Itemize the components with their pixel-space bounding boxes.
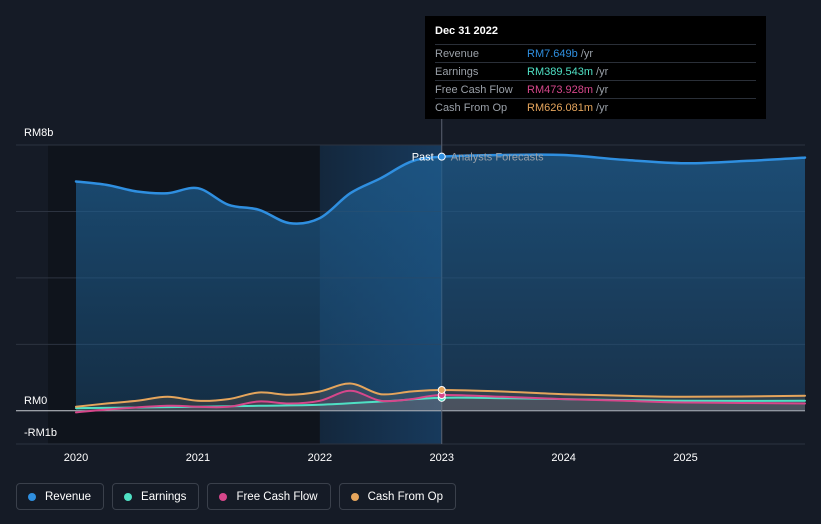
series-line-cash-from-op — [75, 382, 806, 408]
legend-dot-icon — [124, 492, 133, 501]
tooltip-row-cash-from-op: Cash From Op RM626.081m /yr — [435, 98, 756, 116]
legend-item-revenue[interactable]: Revenue — [16, 483, 105, 510]
tooltip-value: RM473.928m — [527, 83, 594, 96]
chart-area: RM8b RM0 -RM1b 2020 2021 2022 2023 2024 2025 Past… — [16, 118, 807, 464]
y-label-top: RM8b — [24, 127, 53, 139]
legend-dot-icon — [219, 492, 228, 501]
y-label-zero: RM0 — [24, 395, 47, 407]
legend-item-free-cash-flow[interactable]: Free Cash Flow — [207, 483, 331, 510]
tooltip-label: Cash From Op — [435, 101, 508, 114]
legend-label: Revenue — [45, 490, 92, 503]
series-line-revenue — [74, 153, 807, 225]
x-tick-label: 2023 — [429, 452, 453, 464]
legend-item-earnings[interactable]: Earnings — [112, 483, 200, 510]
marker-cash-from-op — [437, 385, 446, 394]
x-tick-label: 2022 — [308, 452, 332, 464]
series-area-revenue — [76, 154, 805, 411]
tooltip-row-revenue: Revenue RM7.649b /yr — [435, 44, 756, 62]
tooltip-value: RM389.543m — [527, 65, 594, 78]
y-label-bottom: -RM1b — [24, 427, 57, 439]
marker-revenue — [437, 152, 446, 161]
tooltip: Dec 31 2022 Revenue RM7.649b /yr Earning… — [425, 16, 766, 119]
tooltip-label: Free Cash Flow — [435, 83, 513, 96]
forecast-label: Analysts Forecasts — [451, 152, 544, 164]
series-line-free-cash-flow — [75, 389, 806, 414]
x-tick-label: 2024 — [551, 452, 575, 464]
x-tick-label: 2021 — [186, 452, 210, 464]
legend-dot-icon — [350, 492, 359, 501]
legend-item-cash-from-op[interactable]: Cash From Op — [338, 483, 457, 510]
tooltip-unit: /yr — [596, 101, 609, 114]
tooltip-unit: /yr — [580, 47, 593, 60]
tooltip-row-earnings: Earnings RM389.543m /yr — [435, 62, 756, 80]
legend-label: Earnings — [141, 490, 187, 503]
legend-dot-icon — [28, 492, 36, 501]
x-tick-label: 2020 — [64, 452, 88, 464]
legend-label: Free Cash Flow — [236, 490, 318, 503]
tooltip-date: Dec 31 2022 — [435, 25, 498, 37]
tooltip-label: Earnings — [435, 65, 479, 78]
past-label: Past — [412, 152, 434, 164]
tooltip-unit: /yr — [596, 65, 609, 78]
tooltip-row-free-cash-flow: Free Cash Flow RM473.928m /yr — [435, 80, 756, 98]
tooltip-value: RM626.081m — [527, 101, 594, 114]
legend: Revenue Earnings Free Cash Flow Cash Fro… — [16, 483, 457, 510]
legend-label: Cash From Op — [367, 490, 444, 503]
tooltip-label: Revenue — [435, 47, 480, 60]
tooltip-unit: /yr — [596, 83, 609, 96]
x-tick-label: 2025 — [673, 452, 697, 464]
tooltip-value: RM7.649b — [527, 47, 578, 60]
